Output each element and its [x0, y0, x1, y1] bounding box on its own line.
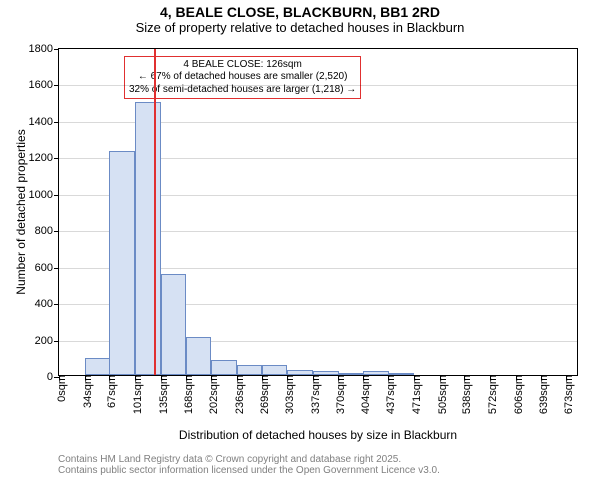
y-tick-label: 600	[35, 262, 59, 274]
callout-title: 4 BEALE CLOSE: 126sqm	[129, 59, 356, 72]
chart-title: 4, BEALE CLOSE, BLACKBURN, BB1 2RD	[0, 0, 600, 20]
x-tick-label: 0sqm	[50, 375, 68, 402]
y-tick-label: 1200	[29, 152, 59, 164]
y-tick-label: 800	[35, 225, 59, 237]
histogram-bar	[287, 370, 313, 375]
y-tick-label: 400	[35, 298, 59, 310]
histogram-bar	[135, 102, 161, 375]
callout-line1: ← 67% of detached houses are smaller (2,…	[129, 71, 356, 84]
y-tick-label: 1400	[29, 116, 59, 128]
x-tick-label: 538sqm	[455, 375, 473, 414]
x-tick-label: 337sqm	[304, 375, 322, 414]
histogram-bar	[85, 358, 111, 375]
y-tick-label: 1000	[29, 189, 59, 201]
y-axis-label: Number of detached properties	[14, 129, 28, 294]
histogram-bar	[161, 274, 187, 375]
grid-line	[59, 85, 577, 86]
x-tick-label: 303sqm	[278, 375, 296, 414]
x-tick-label: 572sqm	[481, 375, 499, 414]
x-tick-label: 673sqm	[557, 375, 575, 414]
x-tick-label: 34sqm	[76, 375, 94, 408]
x-tick-label: 606sqm	[507, 375, 525, 414]
histogram-bar	[109, 151, 135, 375]
histogram-bar	[313, 371, 339, 375]
callout-box: 4 BEALE CLOSE: 126sqm ← 67% of detached …	[124, 56, 361, 100]
x-tick-label: 101sqm	[126, 375, 144, 414]
histogram-bar	[363, 371, 389, 375]
x-tick-label: 202sqm	[202, 375, 220, 414]
footer-line1: Contains HM Land Registry data © Crown c…	[58, 454, 440, 465]
x-tick-label: 437sqm	[379, 375, 397, 414]
reference-line	[154, 49, 156, 375]
histogram-bar	[262, 365, 288, 375]
histogram-bar	[211, 360, 237, 375]
chart-subtitle: Size of property relative to detached ho…	[0, 20, 600, 35]
x-tick-label: 168sqm	[177, 375, 195, 414]
y-tick-label: 1600	[29, 79, 59, 91]
y-tick-label: 1800	[29, 43, 59, 55]
histogram-bar	[237, 365, 263, 375]
x-tick-label: 370sqm	[329, 375, 347, 414]
footer: Contains HM Land Registry data © Crown c…	[58, 454, 440, 476]
x-tick-label: 505sqm	[431, 375, 449, 414]
histogram-bar	[388, 373, 414, 375]
plot-area: 4 BEALE CLOSE: 126sqm ← 67% of detached …	[58, 48, 578, 376]
x-tick-label: 639sqm	[532, 375, 550, 414]
y-tick-label: 200	[35, 335, 59, 347]
x-tick-label: 404sqm	[354, 375, 372, 414]
x-tick-label: 236sqm	[228, 375, 246, 414]
x-tick-label: 135sqm	[152, 375, 170, 414]
chart-container: 4, BEALE CLOSE, BLACKBURN, BB1 2RD Size …	[0, 0, 600, 500]
histogram-bar	[338, 373, 364, 375]
footer-line2: Contains public sector information licen…	[58, 465, 440, 476]
histogram-bar	[186, 337, 212, 375]
x-tick-label: 471sqm	[405, 375, 423, 414]
x-tick-label: 67sqm	[100, 375, 118, 408]
x-tick-label: 269sqm	[253, 375, 271, 414]
x-axis-label: Distribution of detached houses by size …	[58, 428, 578, 442]
